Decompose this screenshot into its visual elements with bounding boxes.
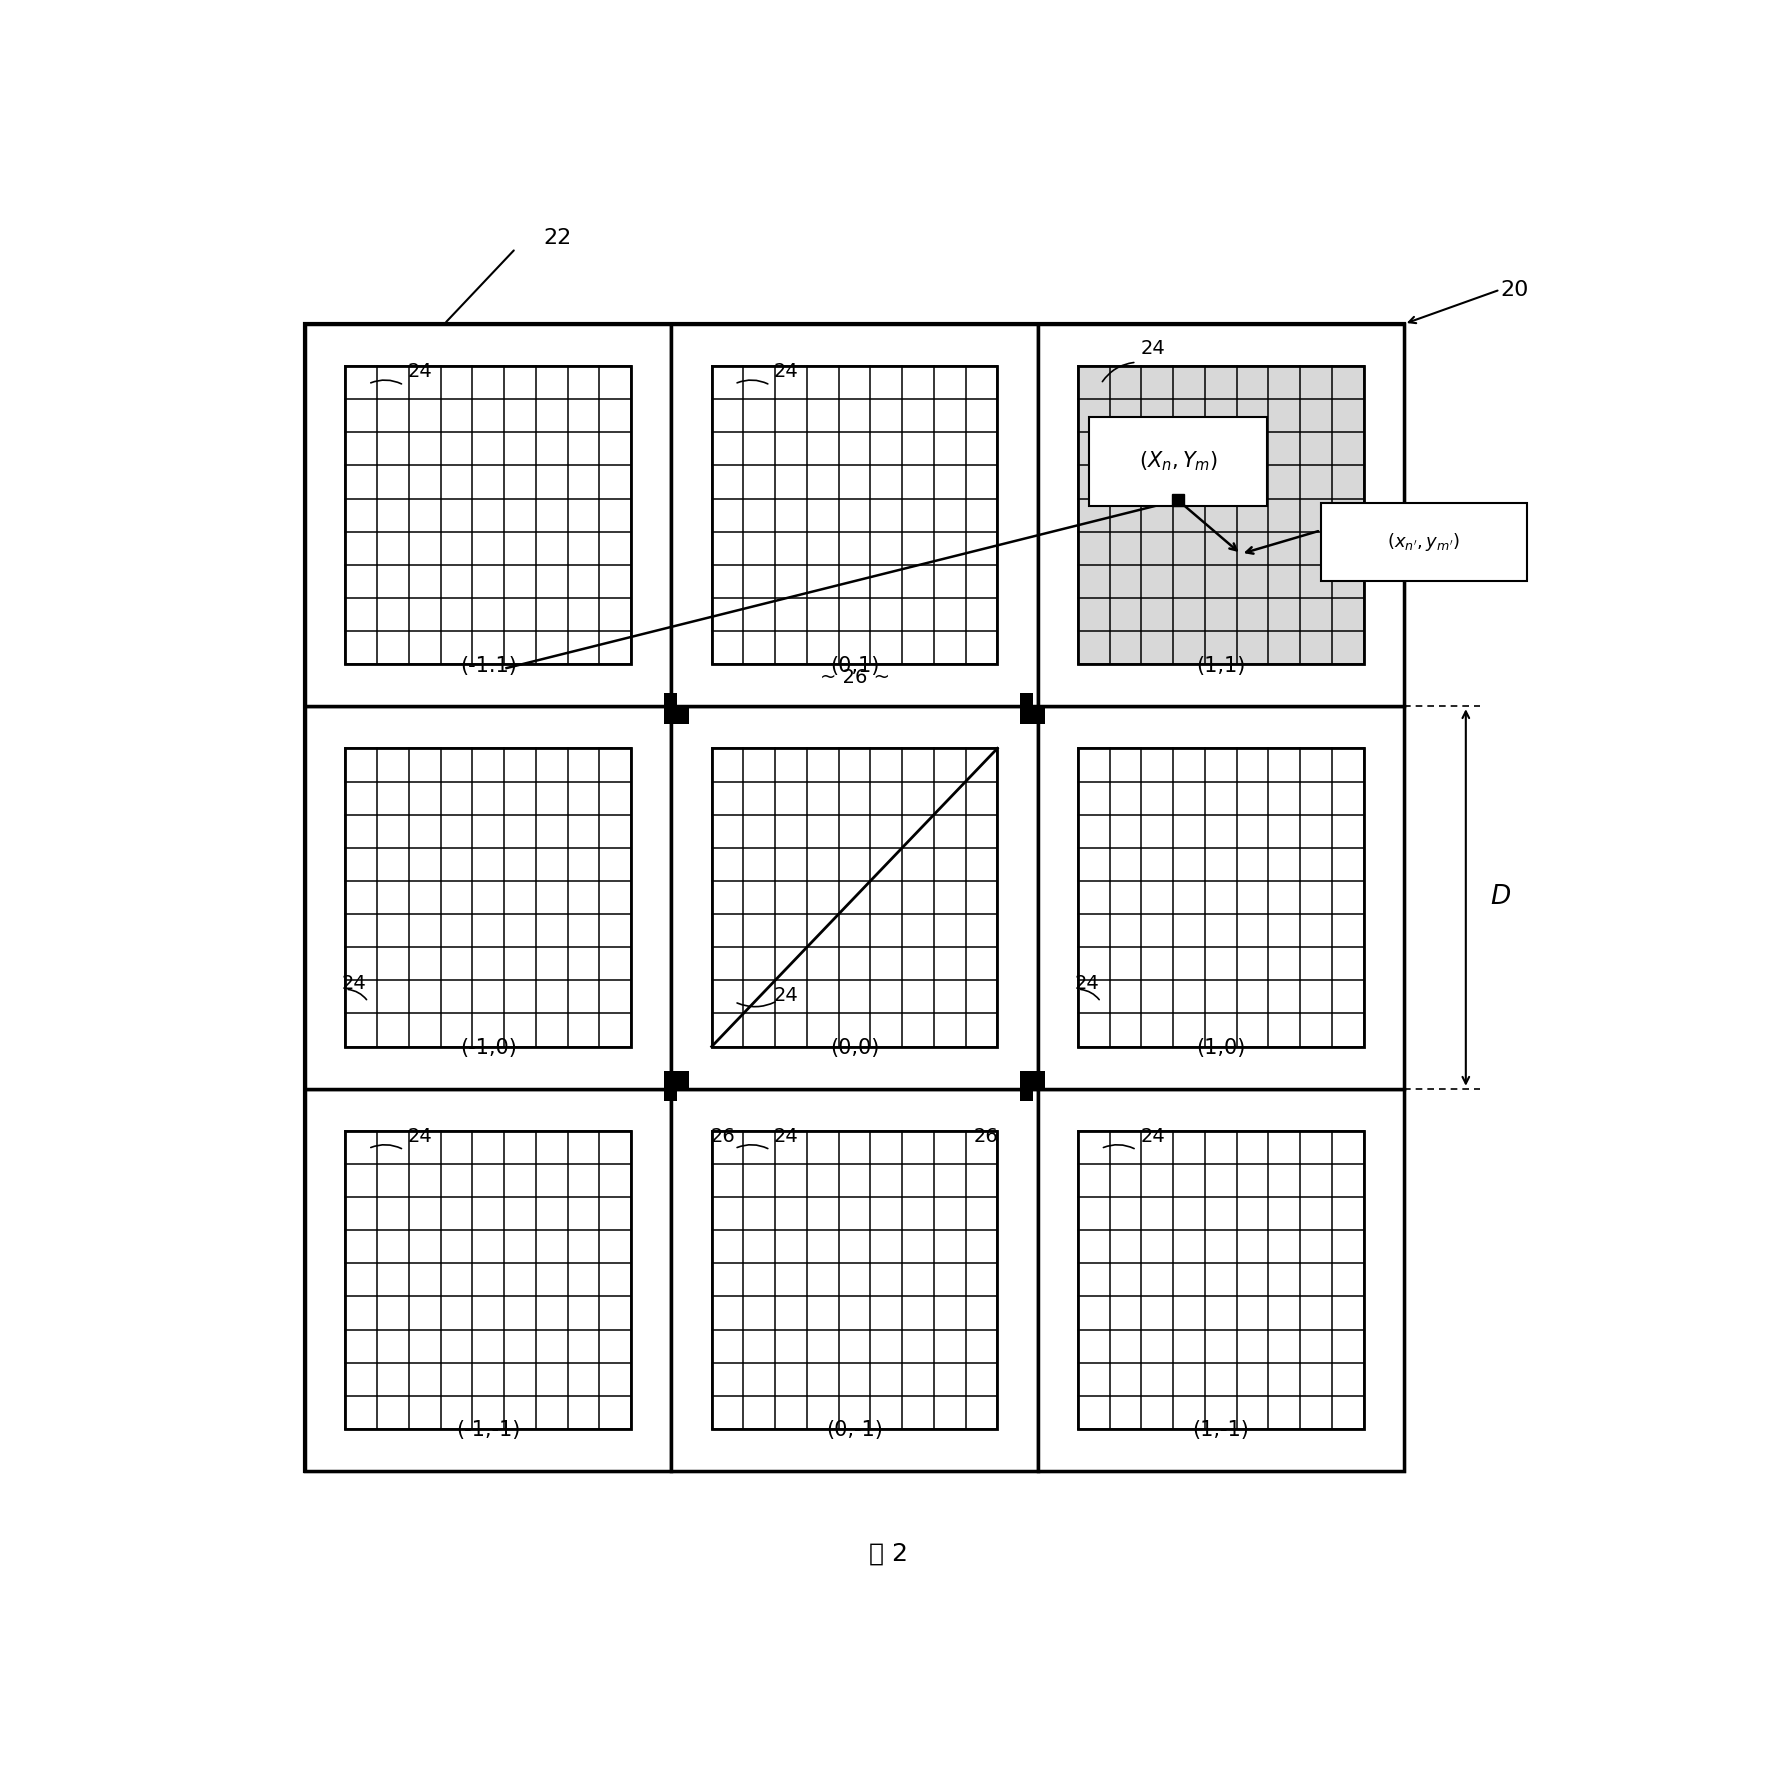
Text: (0,-1): (0,-1) <box>826 1420 883 1440</box>
Text: (-1.1): (-1.1) <box>460 657 517 676</box>
Bar <box>670 1088 1037 1472</box>
Text: 24: 24 <box>774 1127 799 1145</box>
Bar <box>1078 747 1364 1047</box>
Text: 24: 24 <box>1141 1127 1166 1145</box>
Bar <box>345 747 631 1047</box>
Text: (1,-1): (1,-1) <box>1193 1420 1250 1440</box>
Bar <box>663 694 676 724</box>
Text: 24: 24 <box>408 362 433 382</box>
Bar <box>670 706 1037 1088</box>
Bar <box>1037 706 1404 1088</box>
Bar <box>1019 706 1046 724</box>
Text: 24: 24 <box>774 985 799 1004</box>
Bar <box>670 325 1037 706</box>
Text: $(X_n, Y_m)$: $(X_n, Y_m)$ <box>1139 450 1218 473</box>
Bar <box>712 1131 998 1429</box>
Bar <box>663 706 690 724</box>
Text: 20: 20 <box>1500 280 1529 300</box>
Bar <box>1019 1070 1046 1088</box>
Bar <box>1019 694 1032 724</box>
Bar <box>1019 1070 1032 1101</box>
Bar <box>712 366 998 664</box>
Bar <box>663 1070 690 1088</box>
Text: 24: 24 <box>408 1127 433 1145</box>
Bar <box>306 325 1404 1472</box>
Text: (-1,0): (-1,0) <box>460 1038 517 1058</box>
Text: (-1,-1): (-1,-1) <box>456 1420 520 1440</box>
Bar <box>663 1070 676 1101</box>
Text: 24: 24 <box>342 974 367 994</box>
Bar <box>712 747 998 1047</box>
Text: 图 2: 图 2 <box>869 1541 908 1565</box>
Bar <box>345 1131 631 1429</box>
Bar <box>306 1088 670 1472</box>
Bar <box>306 325 670 706</box>
Bar <box>345 366 631 664</box>
Text: (0,1): (0,1) <box>830 657 880 676</box>
Bar <box>1078 366 1364 664</box>
Text: (1,1): (1,1) <box>1196 657 1246 676</box>
Text: 26: 26 <box>710 1127 735 1145</box>
Text: D: D <box>1491 885 1511 910</box>
Text: 24: 24 <box>1075 974 1100 994</box>
Text: (1,0): (1,0) <box>1196 1038 1246 1058</box>
Text: 24: 24 <box>1141 339 1166 359</box>
Bar <box>1321 503 1527 582</box>
Bar <box>1078 1131 1364 1429</box>
Text: (0,0): (0,0) <box>830 1038 880 1058</box>
Bar <box>306 706 670 1088</box>
Text: 26: 26 <box>974 1127 999 1145</box>
Bar <box>1037 325 1404 706</box>
Text: ~ 26 ~: ~ 26 ~ <box>819 669 890 687</box>
Text: 22: 22 <box>544 228 572 248</box>
Text: $(x_{n'}, y_{m'})$: $(x_{n'}, y_{m'})$ <box>1387 532 1461 553</box>
Bar <box>1089 417 1266 507</box>
Bar <box>1037 1088 1404 1472</box>
Text: 24: 24 <box>774 362 799 382</box>
